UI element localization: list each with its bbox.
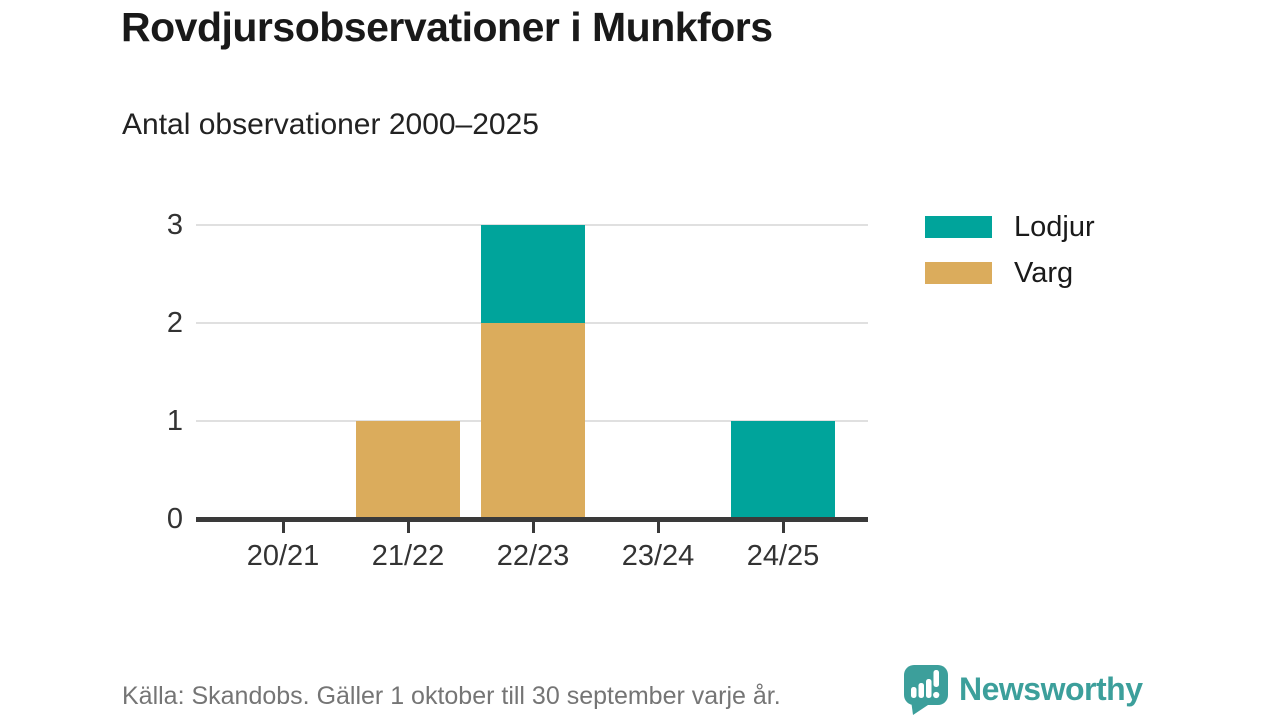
legend-item-varg: Varg (925, 250, 1095, 296)
x-tick-label: 22/23 (496, 540, 570, 572)
x-tick (406, 521, 410, 533)
bar-22-23-varg (481, 323, 585, 519)
y-tick-label: 2 (166, 307, 183, 339)
legend-label: Lodjur (1014, 210, 1095, 243)
newsworthy-logo-icon (904, 665, 948, 715)
bar-21-22-varg (356, 421, 460, 519)
legend-label: Varg (1014, 256, 1074, 289)
x-tick (781, 521, 785, 533)
newsworthy-logo: Newsworthy (902, 664, 1143, 715)
newsworthy-logo-text: Newsworthy (959, 671, 1143, 707)
mini-bar-chart-glyph (911, 670, 940, 699)
x-tick (656, 521, 660, 533)
bar-22-23-lodjur (481, 225, 585, 323)
chart-title: Rovdjursobservationer i Munkfors (121, 4, 773, 50)
chart-subtitle: Antal observationer 2000–2025 (122, 108, 539, 141)
x-tick-label: 20/21 (246, 540, 320, 572)
legend-swatch-lodjur (925, 216, 992, 238)
y-tick-label: 1 (166, 405, 183, 437)
x-tick (531, 521, 535, 533)
legend: Lodjur Varg (925, 204, 1095, 296)
y-tick-label: 0 (166, 503, 183, 535)
x-axis-line (196, 517, 868, 522)
legend-swatch-varg (925, 262, 992, 284)
x-tick-label: 24/25 (746, 540, 820, 572)
bar-24-25-lodjur (731, 421, 835, 519)
source-note: Källa: Skandobs. Gäller 1 oktober till 3… (122, 682, 781, 710)
x-tick (281, 521, 285, 533)
x-tick-label: 23/24 (621, 540, 695, 572)
x-tick-label: 21/22 (371, 540, 445, 572)
legend-item-lodjur: Lodjur (925, 204, 1095, 250)
y-tick-label: 3 (166, 209, 183, 241)
